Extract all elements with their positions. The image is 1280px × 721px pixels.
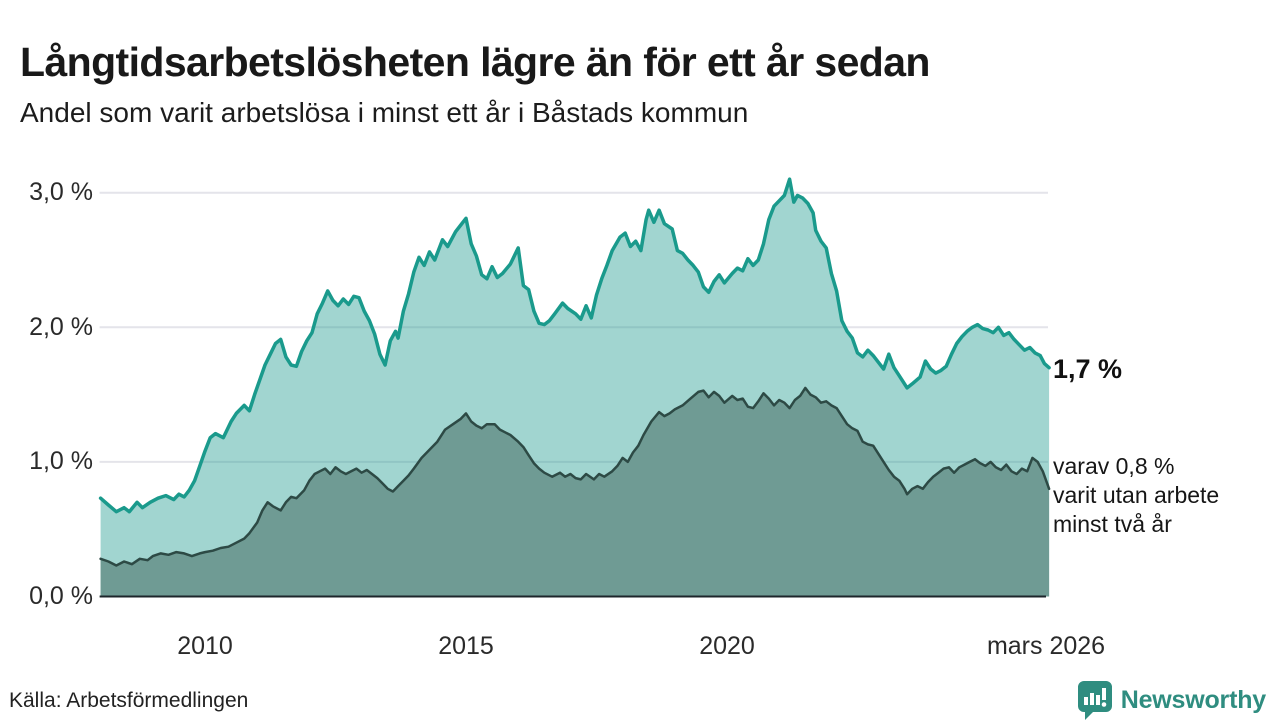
gridlines <box>99 191 1048 463</box>
two-year-note-label: varav 0,8 % varit utan arbete minst två … <box>1053 453 1220 537</box>
y-tick-0: 0,0 % <box>29 582 93 610</box>
y-tick-3: 3,0 % <box>29 178 93 206</box>
latest-value-label: 1,7 % <box>1053 354 1123 384</box>
series-line-1 <box>99 386 1051 567</box>
series-line-0 <box>98 177 1051 514</box>
x-tick-2010: 2010 <box>177 632 233 660</box>
page-title: Långtidsarbetslösheten lägre än för ett … <box>20 39 930 86</box>
newsworthy-icon <box>1077 681 1112 720</box>
series-area-1 <box>100 387 1050 597</box>
y-tick-1: 1,0 % <box>29 447 93 475</box>
brand-name: Newsworthy <box>1120 685 1266 714</box>
page-subtitle: Andel som varit arbetslösa i minst ett å… <box>20 97 749 128</box>
x-tick-2015: 2015 <box>438 632 494 660</box>
x-tick-mars-2026: mars 2026 <box>986 632 1106 660</box>
x-tick-2020: 2020 <box>699 632 755 660</box>
brand-logo: Newsworthy <box>1077 679 1266 721</box>
series-total-area <box>98 177 1051 597</box>
source-credit: Källa: Arbetsförmedlingen <box>9 689 249 712</box>
y-tick-2: 2,0 % <box>29 313 93 341</box>
